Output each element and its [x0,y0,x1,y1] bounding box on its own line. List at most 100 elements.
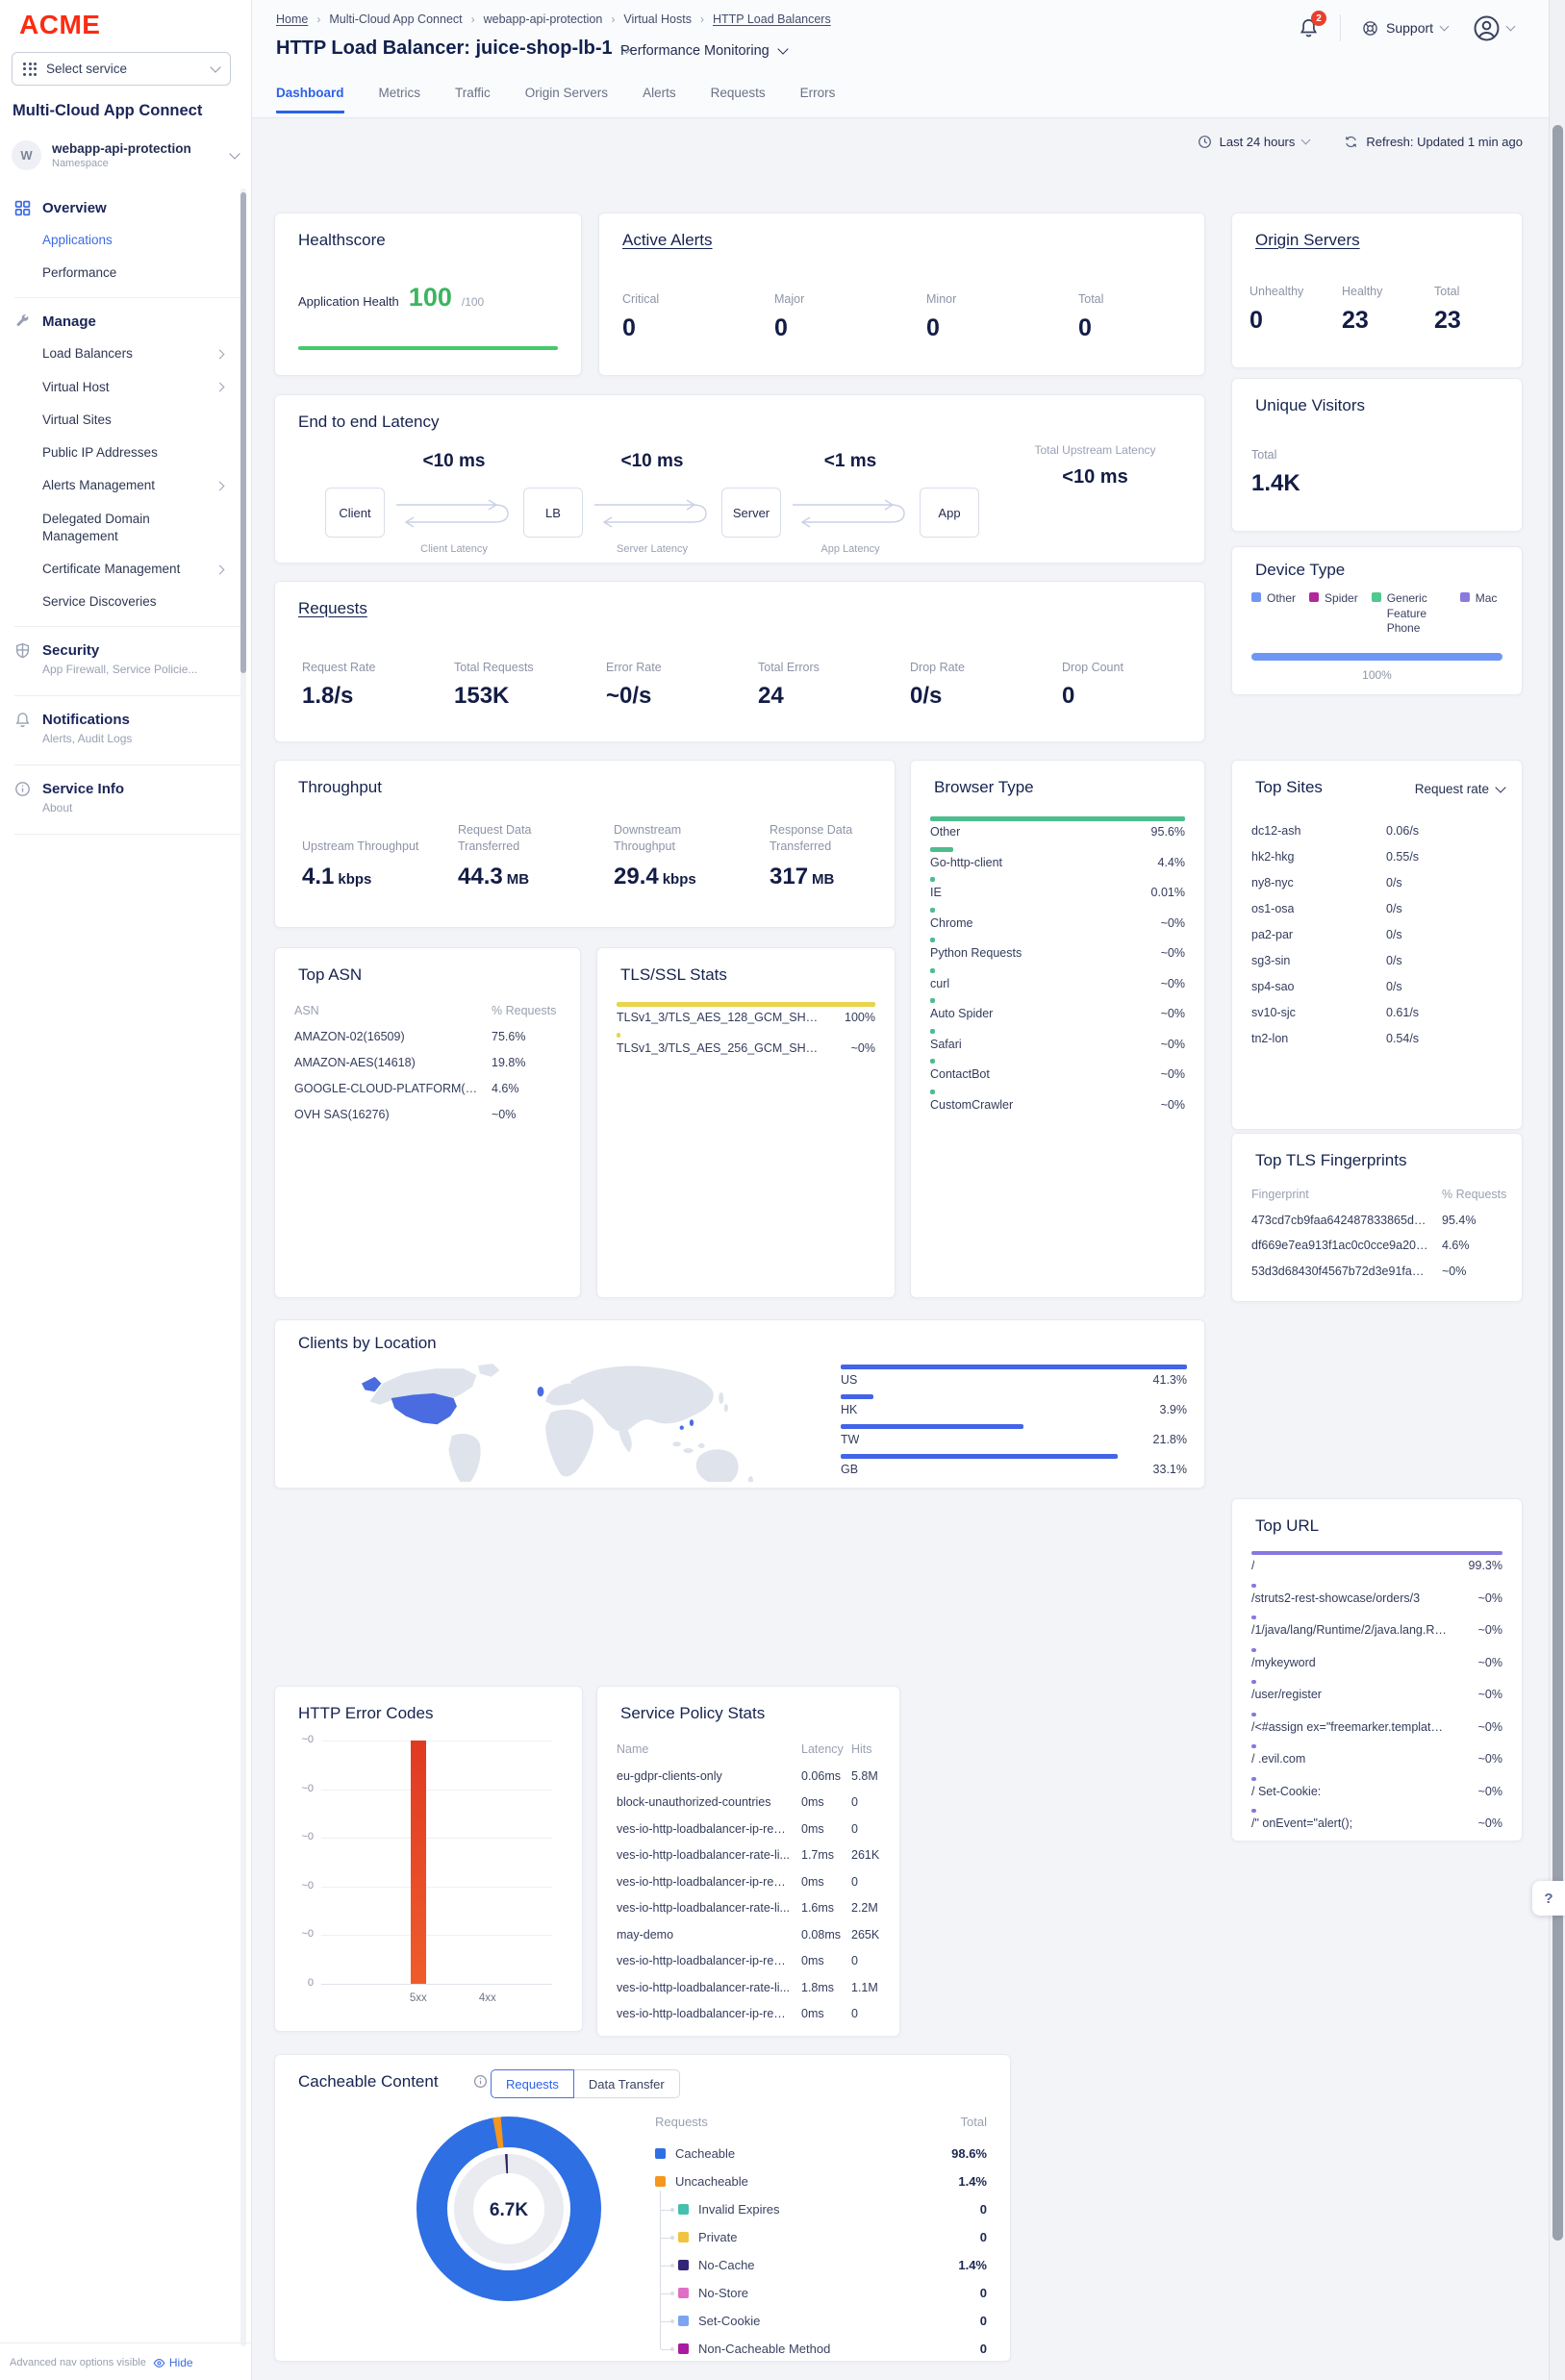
stat-value: 44.3 MB [458,864,530,889]
support-menu[interactable]: Support [1362,20,1450,37]
toggle-data-transfer[interactable]: Data Transfer [572,2069,680,2098]
tab-traffic[interactable]: Traffic [455,86,491,100]
column-header: % Requests [492,1004,557,1017]
tab-requests[interactable]: Requests [710,86,766,100]
legend-swatch [678,2316,689,2326]
gridline [321,1984,552,1985]
legend-value: 98.6% [951,2146,987,2161]
top-site-cell: 0.55/s [1386,850,1420,864]
tab-origin-servers[interactable]: Origin Servers [524,86,609,100]
service-policy-cell: 5.8M [851,1768,878,1783]
sidebar-item-label: Virtual Sites [42,412,112,427]
tab-metrics[interactable]: Metrics [378,86,421,100]
page-title-dropdown[interactable]: HTTP Load Balancer: juice-shop-lb-1 [276,38,633,60]
top-url-card: Top URL / 99.3% /struts2-rest-showcase/ord… [1231,1498,1523,1841]
top-site-cell: sp4-sao [1251,980,1295,993]
breadcrumb-separator: › [470,13,475,26]
sidebar-section-overview[interactable]: Overview [0,185,240,224]
top-url-row: /mykeyword ~0% [1251,1647,1502,1681]
breadcrumb-item-http-load-balancers[interactable]: HTTP Load Balancers [712,13,831,26]
gridline [321,1935,552,1937]
cacheable-legend-set-cookie: Set-Cookie 0 [655,2307,987,2335]
notifications-button[interactable]: 2 [1299,11,1326,38]
sidebar-scrollbar-thumb[interactable] [240,192,246,673]
breadcrumb-item-home[interactable]: Home [276,13,309,26]
top-sites-sort-selector[interactable]: Request rate [1415,781,1506,796]
stat-minor: Minor 0 [926,292,1078,342]
sidebar-item-label: Certificate Management [42,561,181,576]
sidebar-section-security[interactable]: Security [0,627,240,666]
sidebar-item-alerts-management[interactable]: Alerts Management [0,469,240,502]
sidebar-item-load-balancers[interactable]: Load Balancers [0,338,240,370]
breadcrumb-item-virtual-hosts[interactable]: Virtual Hosts [623,13,692,26]
cacheable-legend-no-store: No-Store 0 [655,2279,987,2307]
sidebar-item-label: Service Discoveries [42,594,157,610]
gridline [321,1886,552,1888]
sidebar-item-service-discoveries[interactable]: Service Discoveries [0,586,240,618]
top-url-name: /mykeyword [1251,1655,1316,1669]
chevron-down-icon [210,61,221,73]
page-scrollbar-thumb[interactable] [1552,125,1563,2241]
client-location-value: 33.1% [1152,1463,1187,1476]
top-url-value: ~0% [1477,1752,1502,1766]
divider [1340,14,1341,41]
sidebar-item-public-ip-addresses[interactable]: Public IP Addresses [0,437,240,469]
refresh-label: Refresh: Updated 1 min ago [1366,135,1523,149]
chevron-right-icon [215,564,225,575]
sidebar-section-subtitle: About [42,801,73,815]
browser-type-name: Other [930,825,961,839]
sidebar-item-virtual-sites[interactable]: Virtual Sites [0,404,240,437]
client-location-name: TW [841,1433,860,1446]
origin-servers-card: Origin Servers Unhealthy 0 Healthy 23 Total 2… [1231,213,1523,368]
view-selector[interactable]: Performance Monitoring [620,43,789,59]
tab-dashboard[interactable]: Dashboard [276,86,344,113]
sidebar-item-delegated-domain-management[interactable]: Delegated Domain Management [0,503,240,553]
bar [930,967,936,973]
service-policy-cell: 0.08ms [801,1927,841,1942]
help-button[interactable]: ? [1532,1881,1565,1916]
sidebar-section-notifications[interactable]: Notifications [0,696,240,736]
breadcrumb-item-multi-cloud-app-connect[interactable]: Multi-Cloud App Connect [329,13,463,26]
sidebar-scrollbar-track[interactable] [240,188,246,2346]
device-type-legend: Other Spider Generic Feature Phone Mac [1251,591,1508,637]
column-header: Hits [851,1742,872,1756]
sidebar-item-virtual-host[interactable]: Virtual Host [0,371,240,404]
sidebar-item-applications[interactable]: Applications [0,224,240,257]
service-policy-cell: 0ms [801,1954,824,1967]
stat-total-errors: Total Errors 24 [758,661,910,710]
cacheable-legend-cacheable: Cacheable 98.6% [655,2140,987,2167]
eye-icon [153,2358,165,2367]
account-menu[interactable] [1473,14,1516,42]
top-url-row: /" onEvent="alert(); ~0% [1251,1809,1502,1841]
namespace-selector[interactable]: W webapp-api-protection Namespace [6,135,244,176]
active-alerts-link[interactable]: Active Alerts [622,231,713,249]
bell-icon [14,712,31,728]
sidebar-item-performance[interactable]: Performance [0,257,240,289]
requests-card: Requests Request Rate 1.8/s Total Requests… [274,581,1205,742]
legend-swatch [678,2260,689,2270]
sidebar-section-label: Manage [42,313,96,331]
stat-value: 23 [1434,307,1461,334]
info-circle-icon[interactable] [473,2074,488,2091]
sidebar-section-manage[interactable]: Manage [0,298,240,338]
origin-servers-link[interactable]: Origin Servers [1255,231,1360,249]
device-type-legend-item: Generic Feature Phone [1371,591,1447,637]
service-selector[interactable]: Select service [12,52,231,86]
time-range-selector[interactable]: Last 24 hours [1198,135,1311,149]
top-sites-card: Top Sites Request rate dc12-ash 0.06/s hk2… [1231,760,1523,1130]
toggle-requests[interactable]: Requests [491,2069,574,2098]
bar [930,846,953,852]
browser-type-name: IE [930,886,942,899]
latency-node-client: Client [325,488,385,538]
stat-label: Error Rate [606,661,662,674]
requests-link[interactable]: Requests [298,599,367,617]
tab-errors[interactable]: Errors [799,86,836,100]
sidebar-item-certificate-management[interactable]: Certificate Management [0,553,240,586]
breadcrumb-item-webapp-api-protection[interactable]: webapp-api-protection [483,13,603,26]
browser-type-row: Python Requests ~0% [930,938,1185,968]
tab-alerts[interactable]: Alerts [643,86,676,100]
top-url-name: /" onEvent="alert(); [1251,1816,1353,1830]
hide-nav-options-link[interactable]: Hide [153,2356,193,2369]
refresh-button[interactable]: Refresh: Updated 1 min ago [1344,135,1523,149]
sidebar-section-service-info[interactable]: Service Info [0,765,240,805]
